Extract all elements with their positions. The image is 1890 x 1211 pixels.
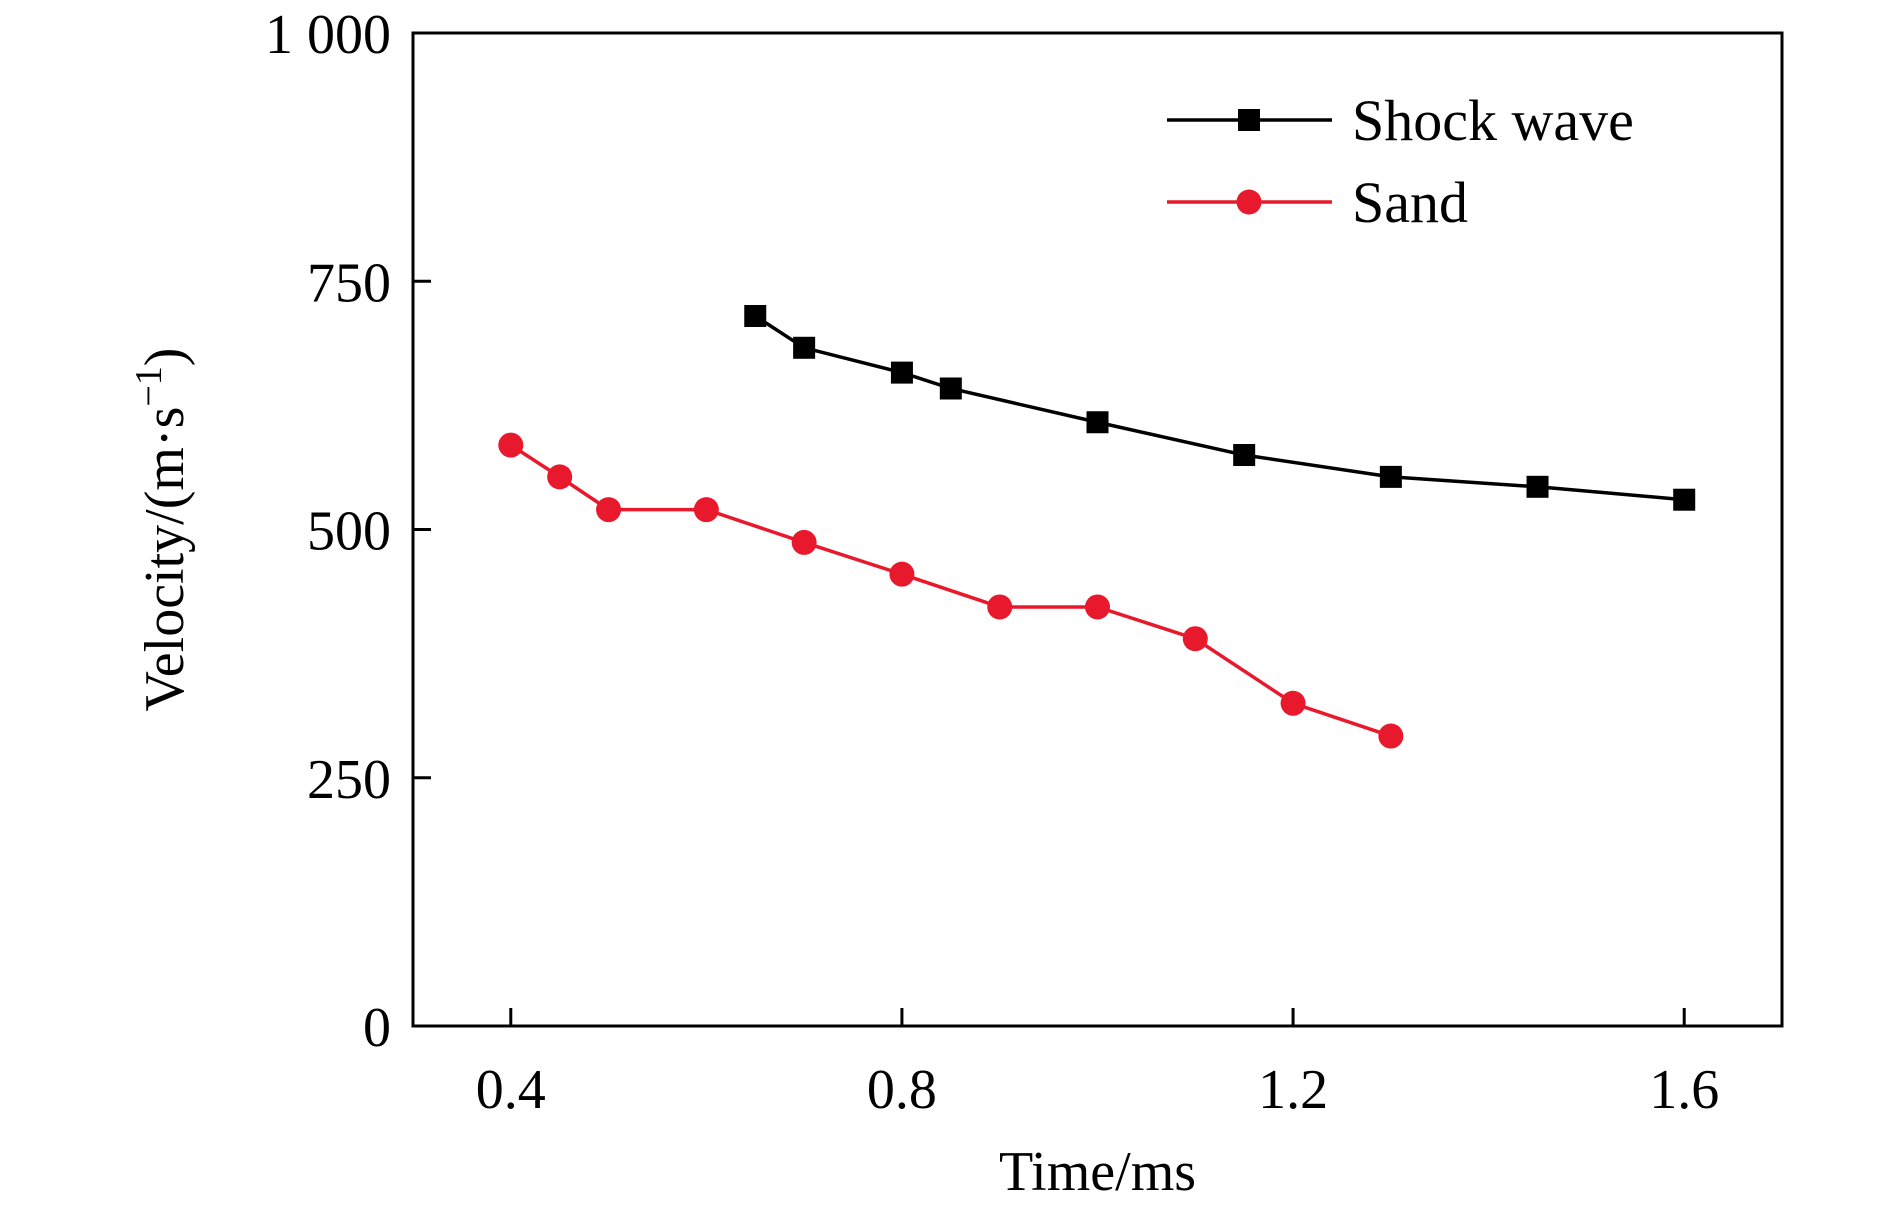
y-axis-title-exponent: −1 — [128, 366, 170, 406]
series-line-shock-wave — [754, 314, 1685, 502]
x-tick-label: 0.8 — [867, 1059, 937, 1121]
data-point-shock-wave — [1379, 465, 1402, 488]
legend-marker-shock-wave — [1238, 109, 1260, 131]
y-tick-label: 500 — [307, 501, 391, 563]
legend-entry-sand: Sand — [1167, 170, 1468, 235]
data-point-shock-wave — [890, 361, 913, 384]
data-point-shock-wave — [939, 377, 962, 400]
y-tick-label: 0 — [363, 997, 391, 1059]
series-line-sand — [509, 443, 1392, 738]
data-point-sand — [791, 529, 817, 555]
data-point-shock-wave — [1233, 444, 1256, 467]
data-point-sand — [1085, 594, 1110, 620]
legend-entry-shock-wave: Shock wave — [1167, 88, 1634, 153]
y-tick-label: 250 — [307, 749, 391, 811]
legend-marker-sand — [1236, 189, 1262, 215]
data-point-sand — [547, 464, 573, 490]
data-point-sand — [596, 497, 622, 523]
plot-frame — [411, 31, 1784, 1028]
data-point-shock-wave — [1526, 475, 1549, 498]
data-point-shock-wave — [1673, 488, 1696, 511]
data-point-sand — [987, 594, 1013, 620]
legend: Shock wave Sand — [1167, 88, 1634, 235]
y-axis-title: Velocity/(m·s−1) — [128, 348, 196, 712]
legend-label-sand: Sand — [1352, 170, 1468, 235]
data-point-shock-wave — [744, 305, 767, 328]
data-point-sand — [693, 497, 719, 523]
data-point-shock-wave — [1086, 411, 1109, 434]
data-point-sand — [889, 561, 915, 587]
data-point-sand — [1378, 723, 1404, 749]
x-tick-label: 0.4 — [476, 1059, 546, 1121]
data-point-sand — [1182, 626, 1208, 652]
data-point-sand — [498, 432, 524, 458]
y-axis-title-close: ) — [134, 348, 196, 367]
x-axis-title: Time/ms — [999, 1141, 1196, 1203]
series-shock-wave — [744, 305, 1696, 511]
series-sand — [498, 432, 1404, 749]
data-point-shock-wave — [793, 336, 816, 359]
x-tick-label: 1.2 — [1258, 1059, 1328, 1121]
data-point-sand — [1280, 690, 1306, 716]
legend-label-shock-wave: Shock wave — [1352, 88, 1634, 153]
y-tick-label: 1 000 — [265, 4, 391, 66]
y-tick-label: 750 — [307, 252, 391, 314]
y-axis-title-main: Velocity/(m·s — [134, 407, 196, 712]
x-tick-label: 1.6 — [1649, 1059, 1719, 1121]
